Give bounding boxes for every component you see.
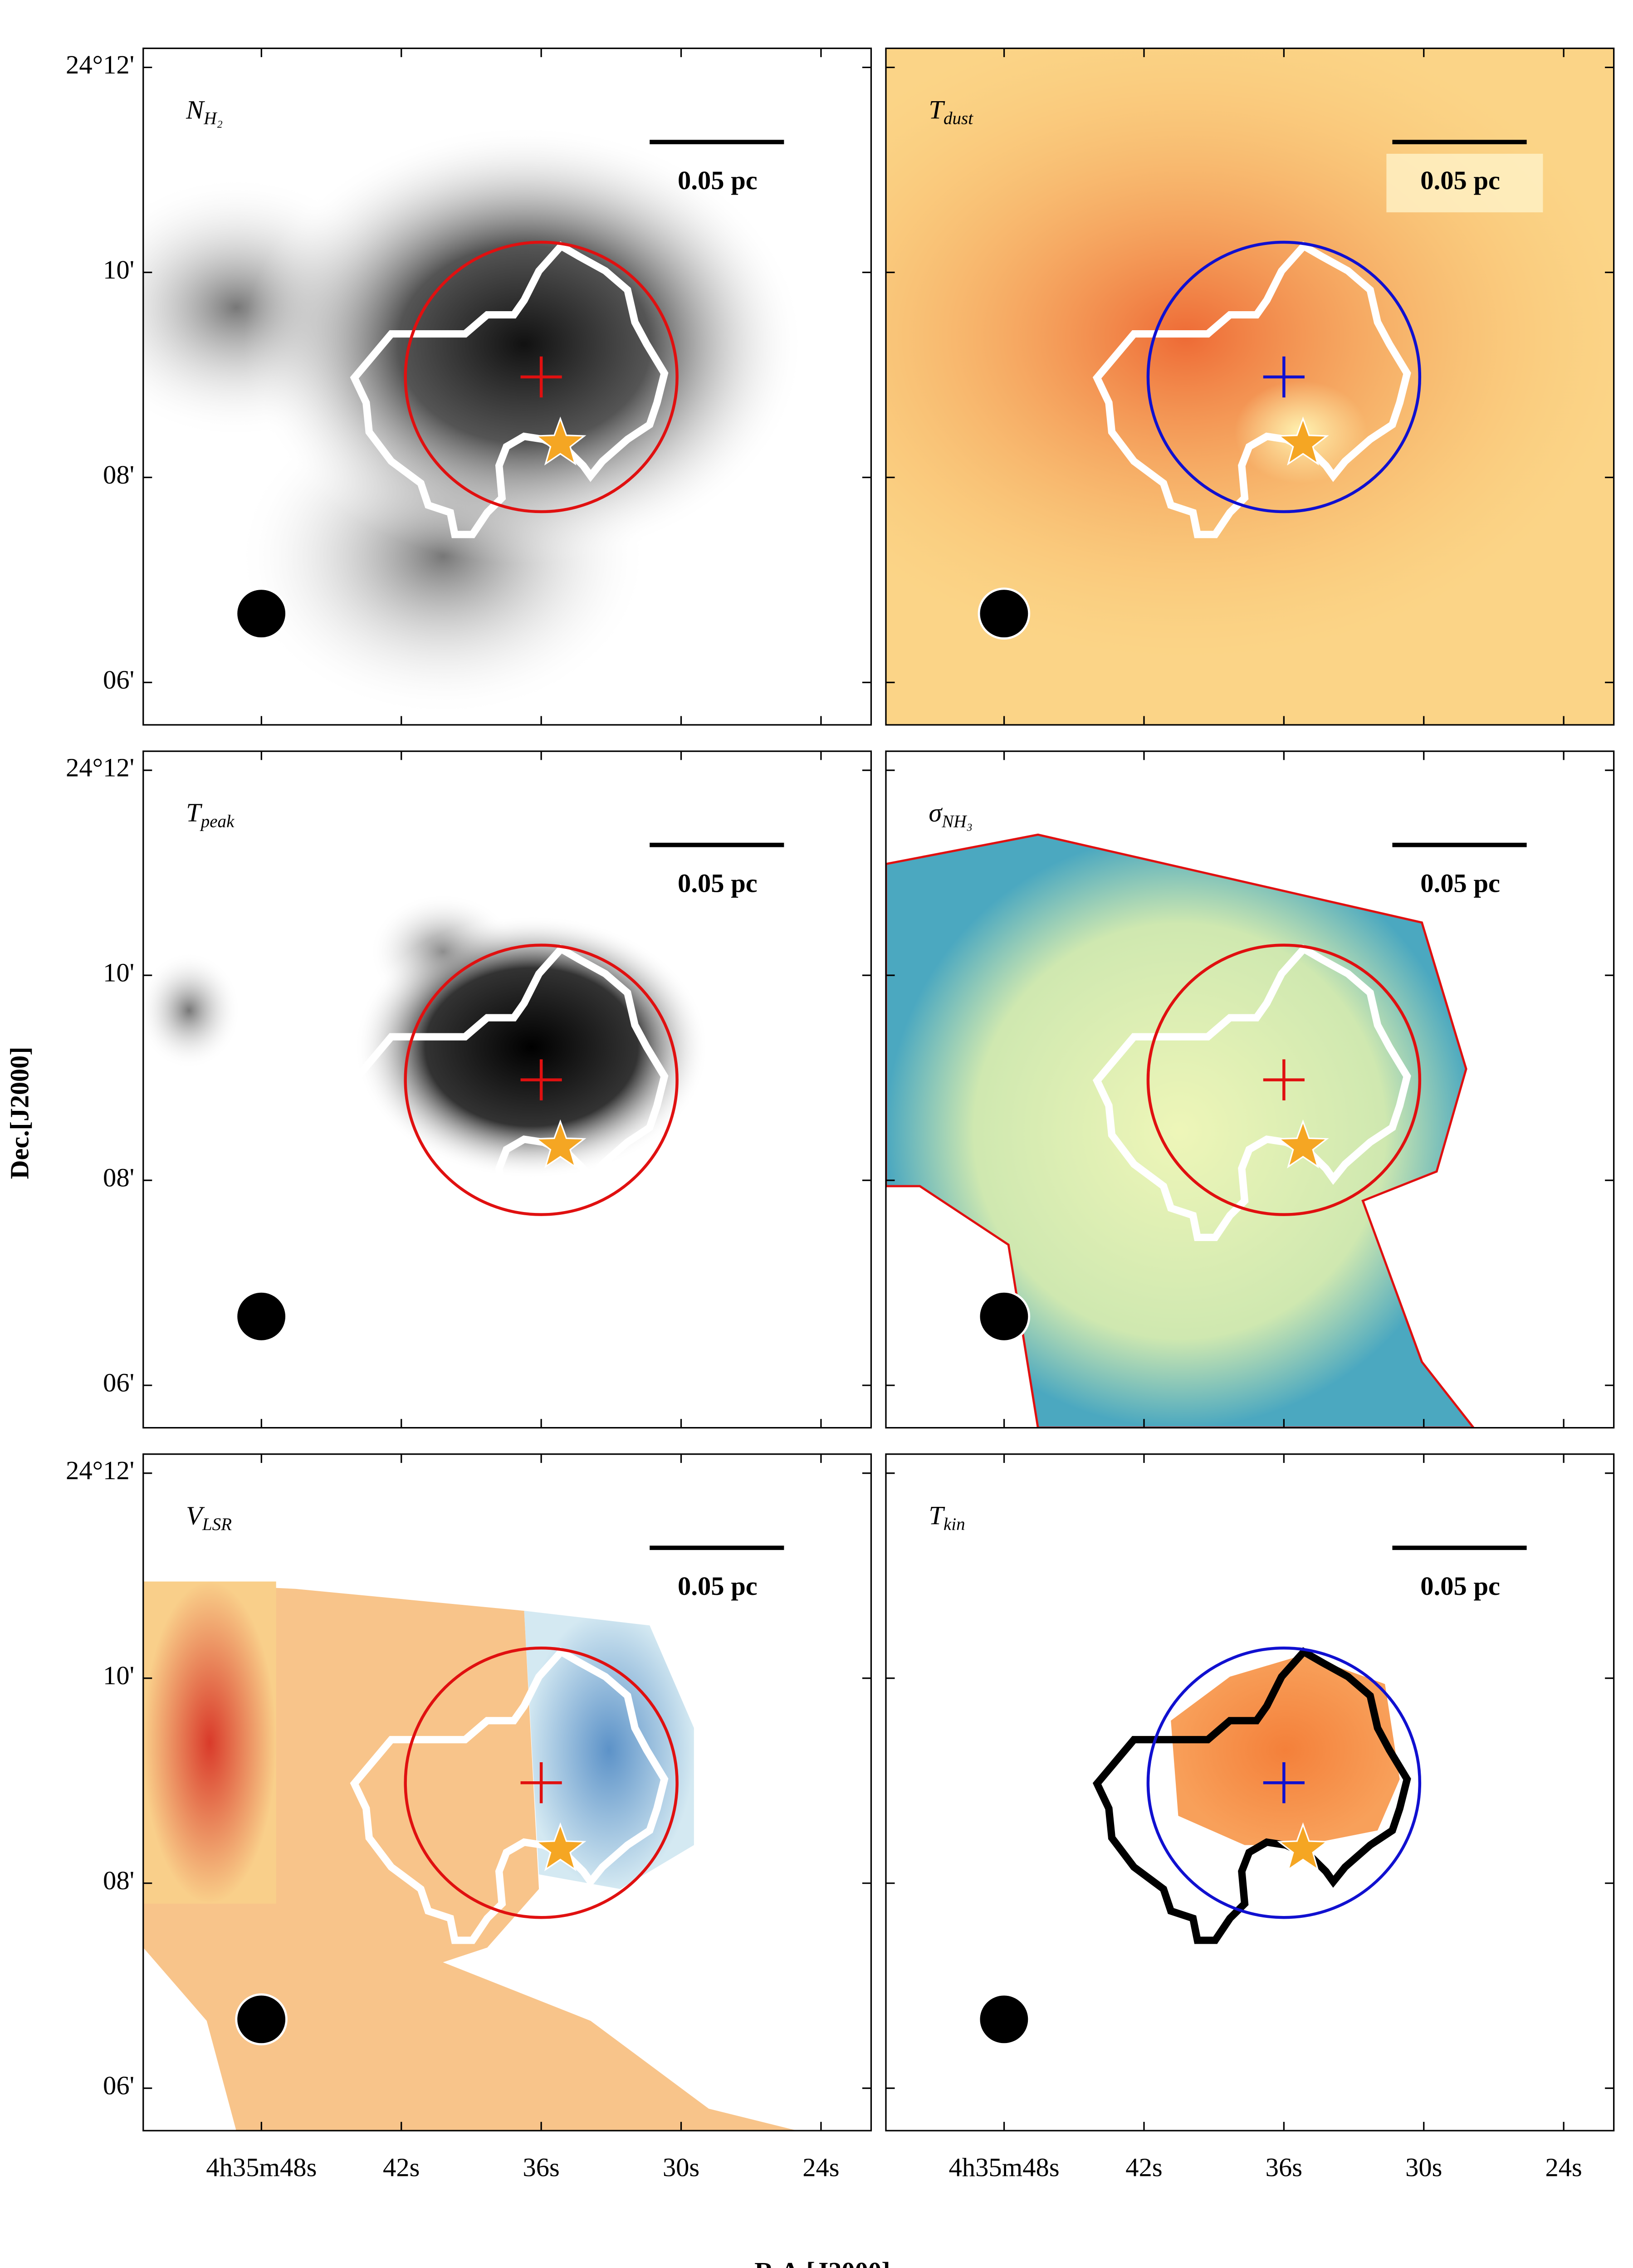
y-axis-label: Dec.[J2000] — [5, 1047, 34, 1179]
y-tick-label: 24°12' — [66, 1456, 134, 1485]
beam — [978, 1290, 1031, 1343]
panel-title: Tdust — [929, 95, 973, 128]
y-tick-label: 10' — [103, 255, 134, 284]
panel-title-main: T — [929, 1501, 945, 1530]
panel-title-main: T — [186, 798, 202, 828]
star — [1277, 1822, 1329, 1872]
panel-title-main: V — [186, 1501, 205, 1530]
panel: 0.05 pc σNH₃ — [885, 750, 1615, 1429]
aperture-circle — [404, 240, 679, 513]
scale-bar-label: 0.05 pc — [1420, 1571, 1500, 1601]
panel-title-sub: dust — [944, 109, 973, 128]
star — [534, 1119, 587, 1168]
y-tick-label: 06' — [103, 1368, 134, 1398]
panel-title-sub: peak — [200, 811, 235, 831]
panel-title-main: σ — [929, 798, 943, 828]
panel-title: VLSR — [186, 1501, 232, 1534]
y-tick-label: 10' — [103, 1661, 134, 1690]
map — [885, 751, 1614, 1428]
y-tick-label: 06' — [103, 665, 134, 694]
panel: 0.05 pc Tdust — [885, 47, 1615, 726]
star — [1277, 416, 1329, 466]
x-tick-label: 30s — [1405, 2153, 1442, 2182]
map — [885, 1454, 1614, 2131]
star — [534, 416, 587, 466]
panel-title-sub: kin — [944, 1515, 965, 1534]
y-tick-label: 06' — [103, 2071, 134, 2100]
frame — [142, 47, 872, 726]
map — [143, 48, 871, 725]
aperture-circle — [1146, 943, 1422, 1216]
panel-title: NH₂ — [186, 95, 223, 128]
aperture-circle — [1146, 1646, 1422, 1919]
x-tick-label: 4h35m48s — [206, 2153, 317, 2182]
beam — [235, 1993, 288, 2046]
panel-title-main: N — [186, 95, 205, 125]
beam — [978, 587, 1031, 640]
aperture-circle — [1146, 240, 1422, 513]
panel: 0.05 pc VLSR 4h35m48s 42s 36s 30s 24s 24°12' 10'… — [66, 1453, 872, 2182]
panel-title-main: T — [929, 95, 945, 125]
x-tick-label: 24s — [802, 2153, 839, 2182]
beam — [978, 1993, 1031, 2046]
frame — [885, 750, 1615, 1429]
x-tick-label: 42s — [1125, 2153, 1162, 2182]
star — [1277, 1119, 1329, 1168]
scale-bar-label: 0.05 pc — [678, 1571, 758, 1601]
panel-title-sub: H₂ — [203, 109, 223, 128]
frame — [885, 1453, 1615, 2131]
scale-bar-label: 0.05 pc — [678, 166, 758, 195]
beam — [235, 1290, 288, 1343]
y-tick-label: 10' — [103, 958, 134, 987]
x-tick-label: 24s — [1545, 2153, 1582, 2182]
scale-bar-label: 0.05 pc — [1420, 166, 1500, 195]
y-tick-label: 24°12' — [66, 50, 134, 79]
frame — [142, 750, 872, 1429]
y-tick-label: 08' — [103, 460, 134, 489]
x-tick-label: 42s — [383, 2153, 420, 2182]
y-tick-label: 08' — [103, 1163, 134, 1193]
beam — [235, 587, 288, 640]
y-tick-label: 08' — [103, 1866, 134, 1895]
map — [143, 1454, 871, 2131]
star — [534, 1822, 587, 1872]
panel-title: Tkin — [929, 1501, 965, 1534]
panel: 0.05 pc Tpeak 24°12' 10' 08' 06' — [66, 750, 872, 1429]
frame — [142, 1453, 872, 2131]
frame — [885, 47, 1615, 726]
panel: 0.05 pc NH₂ 24°12' 10' 08' 06' — [66, 47, 872, 726]
scale-bar-label: 0.05 pc — [678, 869, 758, 898]
x-axis-label: R.A.[J2000] — [754, 2257, 890, 2268]
scale-bar-label: 0.05 pc — [1420, 869, 1500, 898]
aperture-circle — [404, 1646, 679, 1919]
panel: 0.05 pc Tkin 4h35m48s 42s 36s 30s 24s — [885, 1453, 1615, 2182]
map — [143, 751, 871, 1428]
x-tick-label: 30s — [663, 2153, 699, 2182]
map — [885, 48, 1614, 725]
x-tick-label: 36s — [523, 2153, 559, 2182]
panel-title: σNH₃ — [929, 798, 973, 831]
panel-title-sub: LSR — [202, 1515, 232, 1534]
x-tick-label: 36s — [1266, 2153, 1302, 2182]
panel-title: Tpeak — [186, 798, 235, 831]
x-tick-label: 4h35m48s — [949, 2153, 1060, 2182]
aperture-circle — [404, 943, 679, 1216]
y-tick-label: 24°12' — [66, 753, 134, 782]
panel-title-sub: NH₃ — [941, 811, 973, 831]
